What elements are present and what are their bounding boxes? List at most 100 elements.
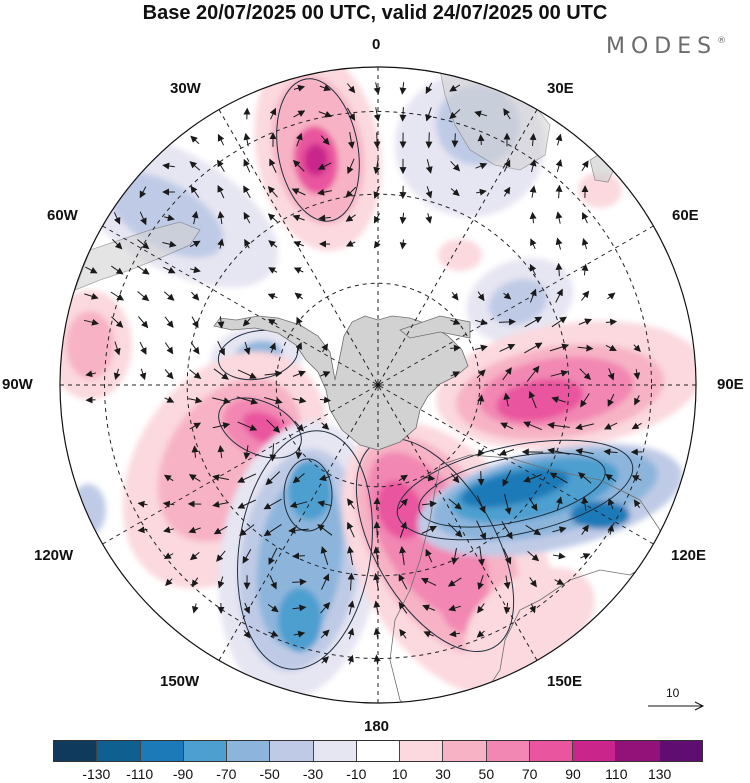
wind-arrow (605, 318, 618, 326)
wind-arrow (137, 239, 150, 250)
colorbar-swatch (140, 741, 184, 761)
wind-arrow (579, 368, 592, 381)
wind-arrow (347, 158, 355, 175)
wind-arrow (526, 365, 540, 382)
lon-label-90e: 90E (717, 376, 744, 393)
wind-arrow (633, 369, 641, 380)
wind-arrow (525, 524, 542, 536)
wind-arrow (503, 575, 511, 590)
wind-arrow (289, 501, 308, 509)
wind-arrow (162, 162, 175, 170)
meridian-line (102, 225, 654, 545)
wind-arrow (425, 159, 433, 174)
wind-arrow (499, 343, 516, 352)
wind-arrow (347, 498, 355, 510)
wind-arrow (503, 602, 511, 615)
colorbar-tick-label: 130 (647, 766, 672, 782)
wind-arrow (111, 265, 124, 275)
wind-arrow (451, 548, 459, 565)
colorbar-swatch (356, 741, 401, 761)
wind-arrow (189, 552, 200, 561)
lon-label-120e: 120E (671, 547, 707, 564)
wind-arrow (212, 422, 231, 429)
wind-arrow (575, 423, 595, 431)
contour-line (276, 78, 360, 222)
wind-arrow (399, 82, 407, 95)
colorbar-tick-label: 110 (605, 766, 628, 782)
wind-arrow (217, 184, 225, 199)
wind-arrow (549, 472, 568, 484)
wind-arrow (373, 497, 381, 510)
lon-label-120w: 120W (34, 547, 74, 564)
wind-arrow (320, 371, 331, 378)
colorbar-tick-label: 70 (521, 766, 538, 782)
wind-arrow (477, 471, 485, 486)
wind-arrow (529, 603, 536, 614)
wind-arrow (212, 397, 231, 405)
wind-arrow (449, 84, 461, 92)
wind-arrow (581, 263, 589, 276)
wind-arrow (243, 341, 251, 355)
wind-arrow (549, 343, 570, 352)
wind-arrow (529, 133, 537, 147)
wind-arrow (523, 421, 543, 431)
wind-arrow (524, 342, 543, 354)
anomaly-blob (304, 144, 328, 176)
wind-arrow (139, 211, 147, 226)
wind-arrow (318, 214, 331, 222)
wind-arrow (295, 342, 302, 354)
anomaly-blob (66, 311, 114, 379)
anomaly-blob (278, 588, 322, 652)
registered-mark: ® (717, 36, 727, 46)
wind-arrow (239, 524, 255, 537)
wind-arrow (163, 266, 176, 274)
wind-arrow (555, 159, 563, 173)
wind-arrow (423, 474, 436, 482)
wind-arrow (477, 574, 484, 590)
colorbar-tick-label: 50 (478, 766, 495, 782)
wind-arrow (373, 600, 381, 615)
wind-arrow (137, 500, 148, 508)
wind-arrow (237, 473, 257, 483)
colorbar-tick-label: -110 (126, 766, 154, 782)
wind-arrow (607, 524, 615, 535)
wind-arrow (373, 132, 381, 149)
wind-arrow (607, 368, 615, 381)
wind-arrow (267, 213, 278, 223)
wind-arrow (450, 188, 460, 197)
wind-arrow (84, 292, 99, 300)
wind-arrow (555, 262, 563, 277)
wind-arrow (399, 546, 407, 566)
wind-arrow (577, 344, 594, 352)
wind-arrow (474, 110, 488, 118)
colorbar-swatch (659, 741, 702, 761)
wind-arrow (503, 548, 512, 565)
wind-arrow (502, 367, 512, 381)
wind-arrow (137, 526, 148, 534)
wind-arrow (189, 369, 202, 380)
wind-arrow (320, 135, 330, 146)
wind-arrow (189, 266, 201, 274)
meridian-line (218, 109, 538, 661)
wind-arrow (296, 316, 303, 327)
colorbar-swatch (529, 741, 574, 761)
wind-arrow (217, 316, 225, 329)
wind-arrow (164, 316, 174, 328)
anomaly-blob (570, 501, 630, 529)
wind-arrow (373, 654, 381, 665)
wind-arrow (269, 107, 277, 120)
wind-arrow (188, 396, 203, 404)
wind-arrow (163, 474, 174, 482)
wind-arrow (188, 526, 201, 534)
wind-arrow (555, 237, 563, 250)
wind-arrow (530, 238, 537, 250)
wind-arrow (319, 84, 332, 92)
wind-arrow (292, 473, 305, 484)
wind-arrow (399, 628, 407, 639)
wind-arrow (580, 553, 591, 560)
wind-arrow (503, 159, 511, 172)
wind-arrow (189, 240, 201, 248)
wind-arrow (347, 132, 355, 149)
colorbar-swatch (443, 741, 487, 761)
wind-arrow (164, 214, 175, 222)
